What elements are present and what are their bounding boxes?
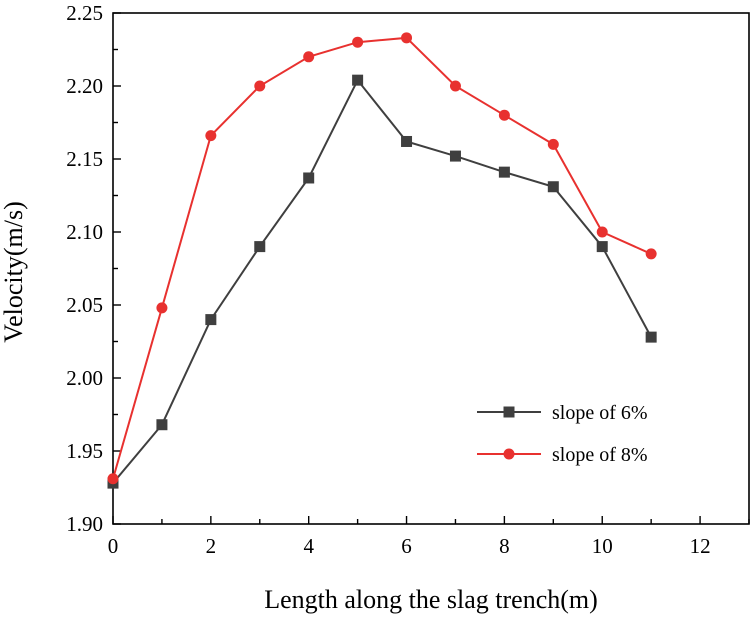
data-point-circle [107, 473, 119, 485]
legend-item: slope of 8% [477, 444, 648, 466]
data-point-square [596, 241, 608, 253]
data-point-circle [254, 80, 266, 92]
legend-marker-square [503, 406, 515, 418]
data-point-circle [449, 80, 461, 92]
legend-label: slope of 8% [552, 444, 648, 466]
data-point-circle [205, 130, 217, 142]
legend-label: slope of 6% [552, 402, 648, 424]
data-point-square [205, 314, 217, 326]
y-tick-label: 2.10 [66, 220, 103, 244]
y-tick-label: 1.90 [66, 512, 103, 536]
x-tick-label: 10 [592, 534, 613, 558]
series-1 [107, 74, 657, 489]
series-line [112, 78, 653, 484]
data-point-circle [645, 248, 657, 260]
x-tick-label: 12 [690, 534, 711, 558]
data-point-square [156, 419, 168, 431]
data-point-square [401, 135, 413, 147]
y-tick-label: 2.05 [66, 293, 103, 317]
y-tick-label: 1.95 [66, 439, 103, 463]
y-tick-label: 2.15 [66, 147, 103, 171]
x-tick-label: 6 [401, 534, 412, 558]
series-2 [107, 32, 657, 485]
data-point-square [547, 181, 559, 193]
legend-marker-circle [503, 448, 515, 460]
y-axis-title: Velocity(m/s) [0, 201, 28, 343]
x-tick-label: 2 [206, 534, 217, 558]
legend: slope of 6% slope of 8% [477, 402, 648, 466]
data-point-circle [596, 226, 608, 238]
y-tick-label: 2.25 [66, 1, 103, 25]
x-tick-label: 4 [303, 534, 314, 558]
data-point-circle [498, 109, 510, 121]
legend-item: slope of 6% [477, 402, 648, 424]
data-point-square [303, 172, 315, 184]
data-point-square [645, 331, 657, 343]
y-tick-label: 2.00 [66, 366, 103, 390]
data-point-circle [352, 36, 364, 48]
data-point-square [352, 74, 364, 86]
data-point-square [449, 150, 461, 162]
data-point-square [498, 166, 510, 178]
data-point-circle [401, 32, 413, 44]
x-tick-label: 0 [108, 534, 119, 558]
data-point-circle [303, 51, 315, 63]
data-point-square [254, 241, 266, 253]
series-line [112, 36, 652, 480]
x-tick-label: 8 [499, 534, 510, 558]
y-tick-label: 2.20 [66, 74, 103, 98]
data-point-circle [156, 302, 168, 314]
data-point-circle [547, 138, 559, 150]
x-axis-title: Length along the slag trench(m) [264, 585, 598, 614]
